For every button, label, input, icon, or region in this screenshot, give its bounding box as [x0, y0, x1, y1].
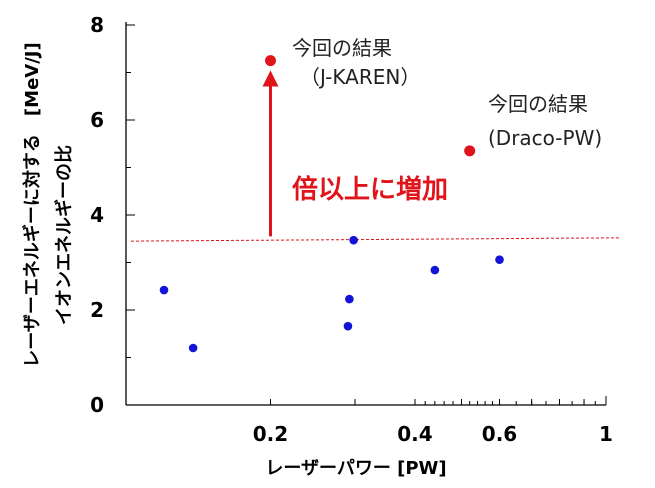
- x-axis-label: レーザーパワー [PW]: [265, 458, 446, 479]
- annotation-jkaren-title: 今回の結果: [292, 36, 392, 60]
- annotation-increase: 倍以上に増加: [292, 174, 448, 205]
- data-point: [430, 265, 440, 275]
- x-tick-label: 0.4: [397, 422, 432, 446]
- data-points: [159, 55, 504, 353]
- y-tick-label: 4: [90, 203, 104, 227]
- ticks: [125, 24, 607, 406]
- y-tick-label: 6: [90, 108, 104, 132]
- y-tick-label: 8: [90, 13, 104, 37]
- tick-labels: 0 2 4 6 8 0.2 0.4 0.6 1: [90, 13, 613, 446]
- increase-arrow: [262, 70, 279, 237]
- data-point: [349, 235, 358, 245]
- arrow-head: [262, 70, 279, 87]
- x-tick-label: 1: [599, 422, 613, 446]
- annotation-jkaren-name: （J-KAREN）: [300, 65, 420, 89]
- annotation-draco-title: 今回の結果: [488, 92, 588, 116]
- y-axis-label-line2: イオンエネルギーの比: [54, 145, 75, 325]
- x-tick-label: 0.6: [482, 422, 517, 446]
- axes: [125, 22, 606, 406]
- highlight-point: [464, 145, 476, 157]
- annotation-draco-name: (Draco-PW): [488, 126, 602, 150]
- reference-dashed-line: [130, 237, 622, 242]
- data-point: [345, 294, 354, 304]
- data-point: [188, 343, 198, 353]
- data-point: [159, 285, 169, 295]
- x-tick-label: 0.2: [253, 422, 288, 446]
- y-axis-label-line1: レーザーエネルギーに対する [MeV/J]: [21, 42, 43, 367]
- y-tick-label: 0: [90, 393, 104, 417]
- data-point: [495, 255, 504, 264]
- highlight-point: [264, 55, 276, 67]
- y-tick-label: 2: [90, 298, 104, 322]
- data-point: [343, 321, 353, 331]
